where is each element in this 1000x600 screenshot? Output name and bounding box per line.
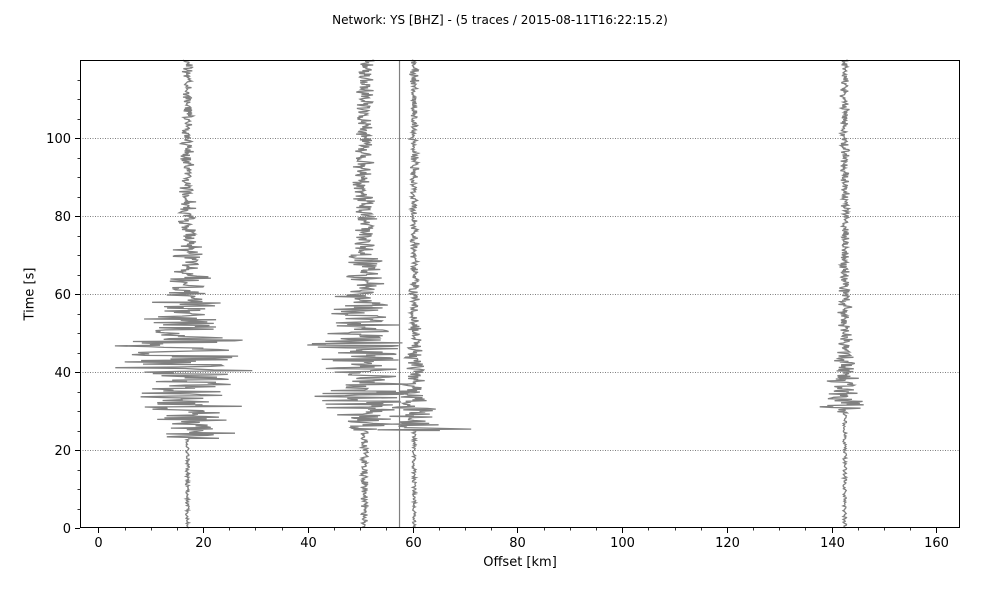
x-axis-label: Offset [km] [483, 555, 557, 570]
y-tick-label: 20 [54, 444, 71, 459]
y-tick-label: 100 [46, 132, 71, 147]
trace-1 [114, 59, 253, 529]
trace-4 [377, 59, 472, 529]
x-tick-label: 160 [924, 536, 949, 551]
x-tick-label: 40 [300, 536, 317, 551]
x-tick-label: 20 [195, 536, 212, 551]
trace-waveform [377, 59, 472, 529]
x-tick-label: 100 [610, 536, 635, 551]
y-tick-label: 60 [54, 288, 71, 303]
trace-waveform [307, 59, 410, 529]
trace-5 [819, 59, 864, 529]
axis-ticks: 0 20 40 60 80 100 120 140 160 0 20 40 60 80 100 [46, 80, 949, 551]
x-tick-label: 120 [715, 536, 740, 551]
trace-waveform [819, 59, 864, 529]
x-tick-label: 60 [405, 536, 422, 551]
seismic-traces [114, 59, 864, 529]
axes-frame [80, 60, 960, 528]
x-tick-label: 140 [820, 536, 845, 551]
x-tick-label: 80 [509, 536, 526, 551]
trace-waveform [114, 59, 253, 529]
grid-lines [80, 138, 960, 451]
x-tick-label: 0 [94, 536, 102, 551]
y-tick-label: 80 [54, 210, 71, 225]
trace-2 [307, 59, 410, 529]
y-tick-label: 40 [54, 366, 71, 381]
chart-title: Network: YS [BHZ] - (5 traces / 2015-08-… [332, 13, 668, 27]
y-tick-label: 0 [63, 522, 71, 537]
